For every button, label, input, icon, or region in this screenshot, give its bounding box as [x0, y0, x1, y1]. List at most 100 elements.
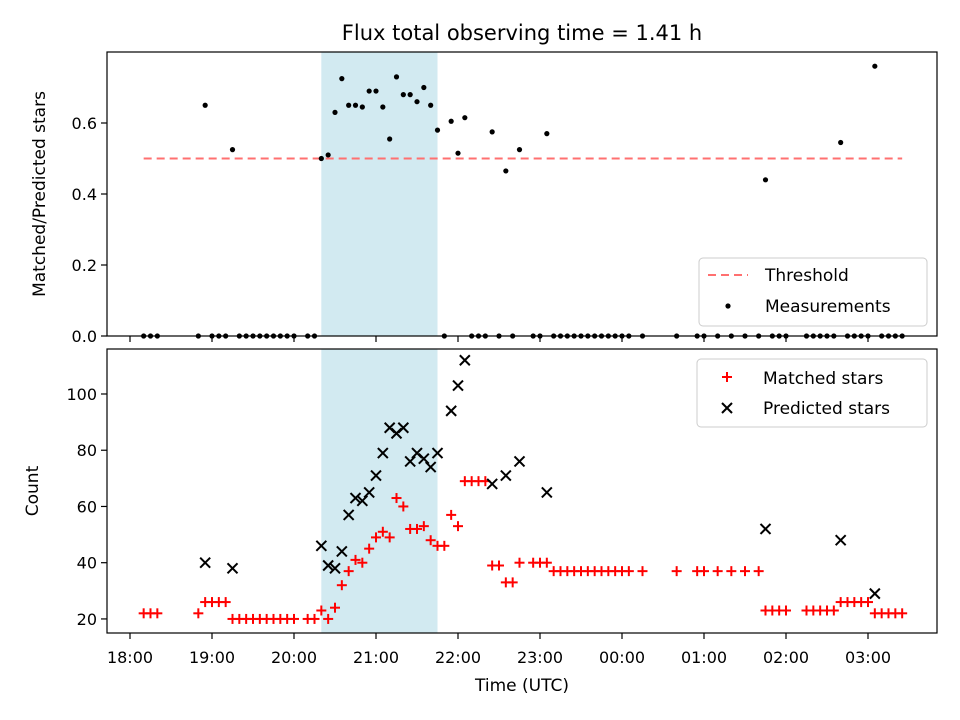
chart-title: Flux total observing time = 1.41 h [342, 21, 702, 45]
legend-threshold-label: Threshold [764, 266, 849, 286]
measurement-point [421, 84, 427, 91]
measurement-point [400, 92, 406, 98]
predicted-star-marker [226, 562, 239, 575]
bottom-y-axis-label: Count [23, 465, 43, 516]
x-tick-label: 23:00 [517, 648, 563, 667]
predicted-star-marker [349, 492, 362, 504]
measurement-point [373, 88, 379, 94]
matched-star-marker [152, 608, 163, 619]
matched-star-marker [336, 580, 347, 591]
matched-star-marker [371, 532, 381, 543]
predicted-star-marker [329, 562, 341, 575]
measurement-point [339, 76, 345, 82]
measurement-point [516, 147, 523, 153]
y-tick-label: 40 [77, 554, 97, 573]
y-tick-label: 0.2 [72, 256, 97, 275]
matched-star-marker [453, 521, 463, 532]
matched-star-marker [712, 566, 723, 577]
matched-star-marker [446, 509, 457, 520]
matched-star-marker [350, 554, 361, 565]
legend-predicted-label: Predicted stars [763, 399, 890, 419]
predicted-star-marker [377, 447, 389, 459]
bottom-panel: 20 40 60 80 100 18:00 19:00 20:00 21:00 22:00 23:… [23, 348, 938, 696]
predicted-star-marker [869, 587, 881, 600]
predicted-star-marker [322, 559, 334, 572]
matched-star-marker [507, 577, 518, 588]
y-tick-label: 20 [77, 610, 97, 629]
predicted-star-marker [342, 509, 355, 521]
predicted-star-marker [356, 495, 369, 507]
matched-star-marker [330, 602, 340, 613]
matched-star-marker [364, 543, 375, 554]
matched-star-marker [323, 613, 334, 624]
matched-star-marker [439, 540, 450, 551]
predicted-star-marker [418, 452, 430, 465]
measurement-point [346, 102, 352, 108]
x-tick-label: 22:00 [435, 648, 481, 667]
legend-measurements-label: Measurements [765, 297, 891, 317]
measurement-point [462, 115, 468, 121]
measurement-point [455, 150, 461, 156]
top-panel: 0.0 0.2 0.4 0.6 Flux total observing time =… [30, 21, 938, 346]
measurement-point [380, 104, 386, 110]
x-tick-label: 03:00 [845, 648, 891, 667]
predicted-star-marker [759, 523, 772, 535]
predicted-star-marker [500, 469, 512, 482]
predicted-star-marker [431, 447, 444, 459]
measurement-point [332, 109, 338, 115]
legend-matched-swatch [722, 372, 732, 382]
x-tick-label: 00:00 [599, 648, 645, 667]
measurement-point [434, 127, 441, 133]
measurement-point [407, 92, 413, 98]
predicted-star-marker [459, 354, 471, 366]
predicted-star-marker [486, 478, 498, 490]
predicted-star-marker [363, 486, 375, 499]
matched-star-marker [699, 566, 709, 577]
measurement-point [448, 118, 454, 124]
y-tick-label: 0.6 [72, 114, 97, 133]
measurement-point [202, 102, 208, 108]
matched-star-marker [623, 566, 634, 577]
matched-star-marker [309, 613, 320, 624]
measurement-point [229, 147, 236, 153]
predicted-star-marker [513, 455, 526, 468]
bottom-x-ticks: 18:00 19:00 20:00 21:00 22:00 23:00 00:00 01:00… [107, 633, 891, 667]
y-tick-label: 100 [66, 385, 97, 404]
matched-star-marker [391, 493, 402, 504]
x-axis-label: Time (UTC) [474, 676, 569, 696]
measurement-point [762, 177, 769, 183]
observing-window-span-bottom [321, 349, 438, 633]
measurement-point [838, 139, 844, 146]
matched-star-marker [863, 597, 873, 608]
y-tick-label: 0.4 [72, 185, 97, 204]
bottom-plot-frame [106, 348, 938, 634]
matched-star-marker [753, 566, 764, 577]
predicted-star-marker [397, 422, 410, 434]
predicted-star-marker [404, 455, 416, 468]
legend-measurement-swatch [725, 303, 731, 309]
matched-star-marker [425, 535, 436, 546]
legend-predicted-swatch [721, 402, 733, 414]
x-tick-label: 18:00 [107, 648, 153, 667]
predicted-star-marker [445, 405, 457, 417]
y-tick-label: 80 [77, 441, 97, 460]
predicted-star-marker [452, 379, 464, 392]
predicted-star-marker [541, 486, 553, 499]
matched-star-marker [897, 608, 908, 619]
predicted-star-marker [315, 540, 328, 552]
legend-matched-label: Matched stars [763, 369, 883, 389]
x-tick-label: 19:00 [189, 648, 235, 667]
matched-star-marker [726, 566, 737, 577]
predicted-star-marker [199, 556, 211, 569]
bottom-legend: Matched stars Predicted stars [696, 358, 928, 428]
matched-star-marker [193, 608, 204, 619]
matched-star-marker [377, 526, 388, 537]
predicted-stars-points [199, 354, 881, 600]
matched-star-marker [828, 605, 839, 616]
x-tick-label: 21:00 [353, 648, 399, 667]
matched-star-marker [514, 557, 525, 568]
top-x-ticks [129, 336, 869, 342]
matched-star-marker [357, 557, 368, 568]
measurement-point [872, 63, 878, 69]
measurement-point [387, 136, 393, 142]
